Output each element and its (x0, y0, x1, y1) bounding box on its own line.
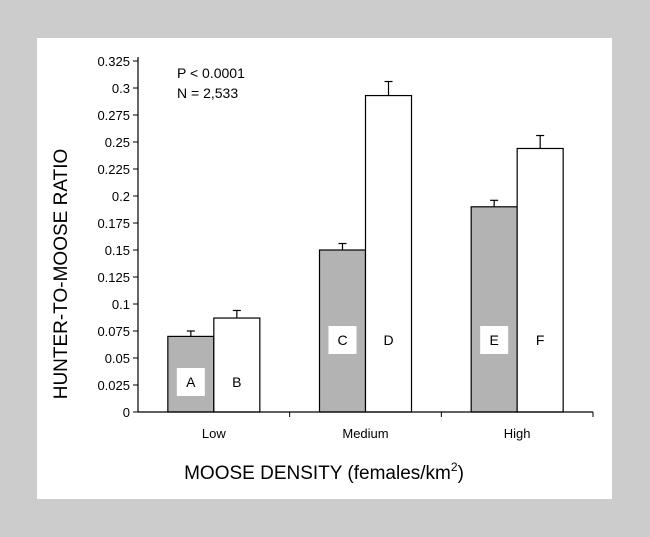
bar-label: F (536, 332, 545, 348)
axes (137, 57, 593, 413)
bar-label-box (480, 326, 509, 354)
annotation-sample-size: N = 2,533 (177, 85, 238, 101)
bars: A B C D E F (167, 80, 564, 413)
bar (213, 317, 261, 413)
y-tick-label: 0.3 (112, 81, 130, 96)
x-tick-label: High (504, 426, 531, 441)
bar (470, 206, 518, 413)
y-tick-label: 0.05 (105, 351, 130, 366)
y-tick-label: 0.2 (112, 189, 130, 204)
x-axis-title-suffix: ) (458, 463, 464, 484)
x-axis-ticks: Low Medium High (202, 412, 594, 441)
y-tick-label: 0 (123, 405, 130, 420)
x-tick-label: Medium (342, 426, 388, 441)
x-axis-title-main: MOOSE DENSITY (females/km (184, 463, 451, 484)
bar (364, 94, 413, 413)
y-tick-label: 0.275 (97, 108, 130, 123)
annotation-p-value: P < 0.0001 (177, 65, 245, 81)
bar-label-box (328, 326, 357, 354)
bar-label: D (383, 332, 393, 348)
x-tick-label: Low (202, 426, 226, 441)
y-axis-title: HUNTER-TO-MOOSE RATIO (51, 149, 72, 400)
x-axis-title-superscript: 2 (451, 460, 458, 474)
y-tick-label: 0.25 (105, 135, 130, 150)
y-tick-label: 0.225 (97, 162, 130, 177)
bar (516, 147, 564, 413)
y-tick-label: 0.325 (97, 54, 130, 69)
y-tick-label: 0.1 (112, 297, 130, 312)
bar-label-box (176, 368, 205, 396)
bar-chart: 0 0.025 0.05 0.075 0.1 0.125 0.15 0.175 0.2 0.225… (51, 54, 594, 484)
y-tick-label: 0.15 (105, 243, 130, 258)
bar-label: E (489, 332, 498, 348)
y-tick-label: 0.125 (97, 270, 130, 285)
bar-label: C (337, 332, 347, 348)
y-axis-ticks: 0 0.025 0.05 0.075 0.1 0.125 0.15 0.175 0.2 0.225… (97, 54, 138, 420)
x-axis-title: MOOSE DENSITY (females/km2) (184, 460, 464, 484)
y-tick-label: 0.075 (97, 324, 130, 339)
chart-panel: 0 0.025 0.05 0.075 0.1 0.125 0.15 0.175 0.2 0.225… (37, 38, 612, 499)
y-tick-label: 0.175 (97, 216, 130, 231)
bar-label: B (232, 374, 241, 390)
y-tick-label: 0.025 (97, 378, 130, 393)
bar-label: A (186, 374, 196, 390)
